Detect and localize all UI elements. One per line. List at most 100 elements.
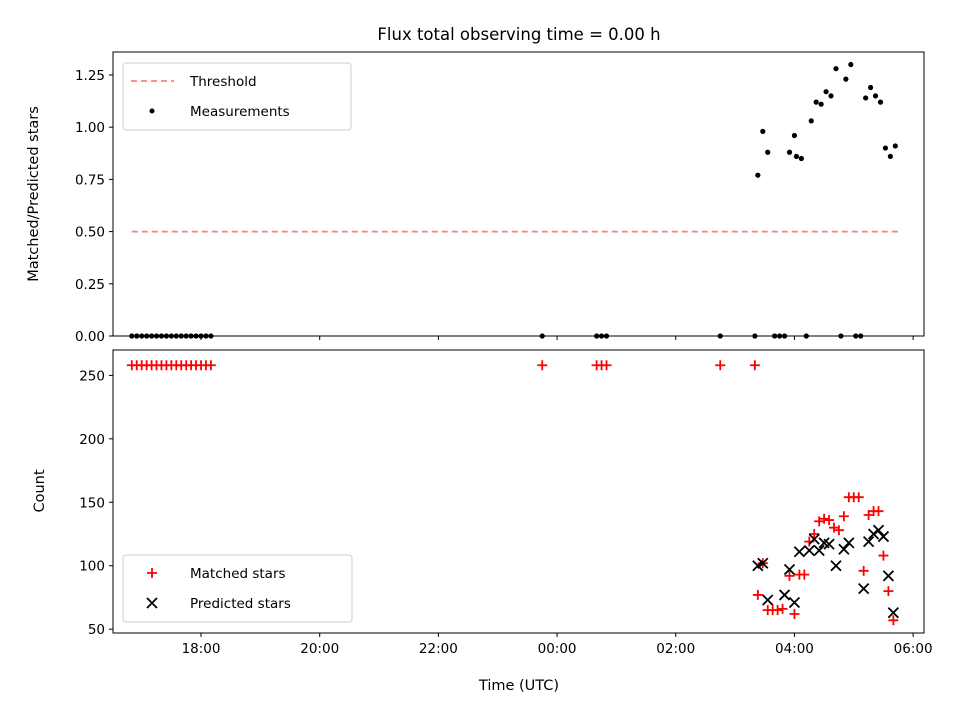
matched-stars-point [715, 360, 726, 371]
matched-stars-point [814, 516, 825, 527]
x-tick-label: 00:00 [538, 641, 577, 657]
bottom-legend: Matched stars Predicted stars [122, 554, 353, 623]
predicted-stars-point [858, 582, 870, 595]
matched-stars-point [888, 615, 899, 626]
x-tick-label: 22:00 [419, 641, 458, 657]
measurements-point [760, 128, 766, 134]
predicted-stars-point [882, 570, 895, 582]
matched-stars-point [789, 608, 800, 619]
top-axis: 0.00 0.25 0.50 0.75 1.00 1.25 [75, 51, 925, 345]
predicted-stars-point [783, 563, 796, 576]
matched-stars-point [824, 515, 835, 526]
matched-stars-legend-swatch [147, 568, 157, 578]
measurements-legend-swatch [149, 108, 155, 114]
matched-stars-point [833, 525, 844, 536]
y-tick-label: 100 [79, 559, 105, 575]
x-tick-label: 04:00 [775, 641, 814, 657]
x-tick-label: 06:00 [894, 641, 933, 657]
x-tick-label: 20:00 [300, 641, 339, 657]
predicted-stars-point [803, 544, 815, 557]
y-tick-label: 200 [79, 432, 105, 448]
top-plot-area [129, 61, 899, 339]
matched-stars-point [858, 565, 869, 576]
predicted-stars-legend-swatch [146, 597, 158, 609]
measurements-point [892, 143, 898, 149]
y-tick-label: 1.00 [75, 120, 105, 136]
measurements-point [882, 145, 889, 151]
measurements-point [798, 155, 804, 162]
matched-stars-point [838, 511, 849, 522]
y-tick-label: 150 [79, 495, 105, 511]
bottom-plot-area [126, 360, 899, 626]
measurements-point [823, 89, 829, 95]
measurements-point [813, 99, 819, 105]
measurements-point [765, 149, 771, 155]
panel-2-frame [112, 349, 925, 634]
bottom-panel: 50 100 150 200 250 18:00 20:00 22:00 00:00 02:00 0… [32, 349, 933, 694]
predicted-stars-point [843, 537, 855, 549]
matched-stars-point [749, 360, 760, 371]
top-y-axis-label: Matched/Predicted stars [26, 106, 42, 282]
predicted-stars-point [762, 594, 774, 606]
measurements-point [863, 95, 869, 101]
y-tick-label: 0.25 [75, 277, 105, 293]
top-legend: Threshold Measurements [122, 62, 352, 131]
matched-stars-point [772, 605, 783, 616]
predicted-stars-point [872, 524, 885, 536]
predicted-stars-legend-label: Predicted stars [190, 596, 291, 612]
matched-stars-point [777, 603, 788, 614]
predicted-stars-point [793, 546, 806, 558]
predicted-stars-point [830, 560, 842, 572]
predicted-stars-point [778, 589, 791, 601]
predicted-stars-point [788, 596, 801, 609]
matched-stars-point [873, 506, 884, 517]
y-tick-label: 0.00 [75, 329, 105, 345]
measurements-point [872, 93, 879, 99]
x-tick-label: 18:00 [182, 641, 221, 657]
y-tick-label: 0.50 [75, 225, 105, 241]
measurements-point [887, 153, 893, 160]
predicted-stars-point [877, 530, 890, 543]
matched-stars-point [819, 513, 830, 524]
predicted-stars-point [757, 557, 769, 569]
measurements-point [877, 99, 884, 105]
y-tick-label: 1.25 [75, 68, 105, 84]
matched-stars-point [883, 586, 894, 597]
predicted-stars-point [808, 533, 820, 545]
bottom-axis: 50 100 150 200 250 18:00 20:00 22:00 00:00 02:00 0… [79, 349, 933, 657]
measurements-point [848, 61, 854, 68]
matched-stars-point [799, 569, 810, 580]
measurements-point [867, 84, 874, 91]
predicted-stars-point [823, 538, 835, 550]
matched-stars-point [784, 570, 795, 581]
matched-stars-point [828, 522, 839, 533]
matched-stars-point [205, 360, 216, 371]
measurements-point [818, 101, 824, 107]
chart-title: Flux total observing time = 0.00 h [377, 25, 660, 44]
x-axis-label: Time (UTC) [478, 678, 559, 694]
top-legend-box [122, 62, 352, 131]
measurements-point [755, 172, 761, 178]
measurements-point [843, 76, 849, 82]
predicted-stars-point [813, 544, 825, 557]
predicted-stars-point [887, 607, 899, 619]
predicted-stars-point [838, 543, 850, 555]
x-tick-label: 02:00 [656, 641, 695, 657]
matched-stars-point [601, 360, 612, 371]
matched-stars-legend-label: Matched stars [190, 566, 286, 582]
measurements-point [786, 149, 793, 155]
bottom-legend-box [122, 554, 353, 623]
threshold-legend-label: Threshold [189, 74, 257, 90]
predicted-stars-point [862, 535, 875, 548]
y-tick-label: 50 [88, 622, 105, 638]
y-tick-label: 0.75 [75, 172, 105, 188]
measurements-point [791, 132, 798, 139]
matched-stars-point [878, 550, 889, 561]
measurements-point [828, 93, 834, 99]
matched-stars-point [752, 589, 763, 600]
matched-stars-point [537, 360, 548, 371]
panel-1-frame [112, 51, 925, 337]
matched-stars-point [853, 492, 864, 503]
y-tick-label: 250 [79, 368, 105, 384]
